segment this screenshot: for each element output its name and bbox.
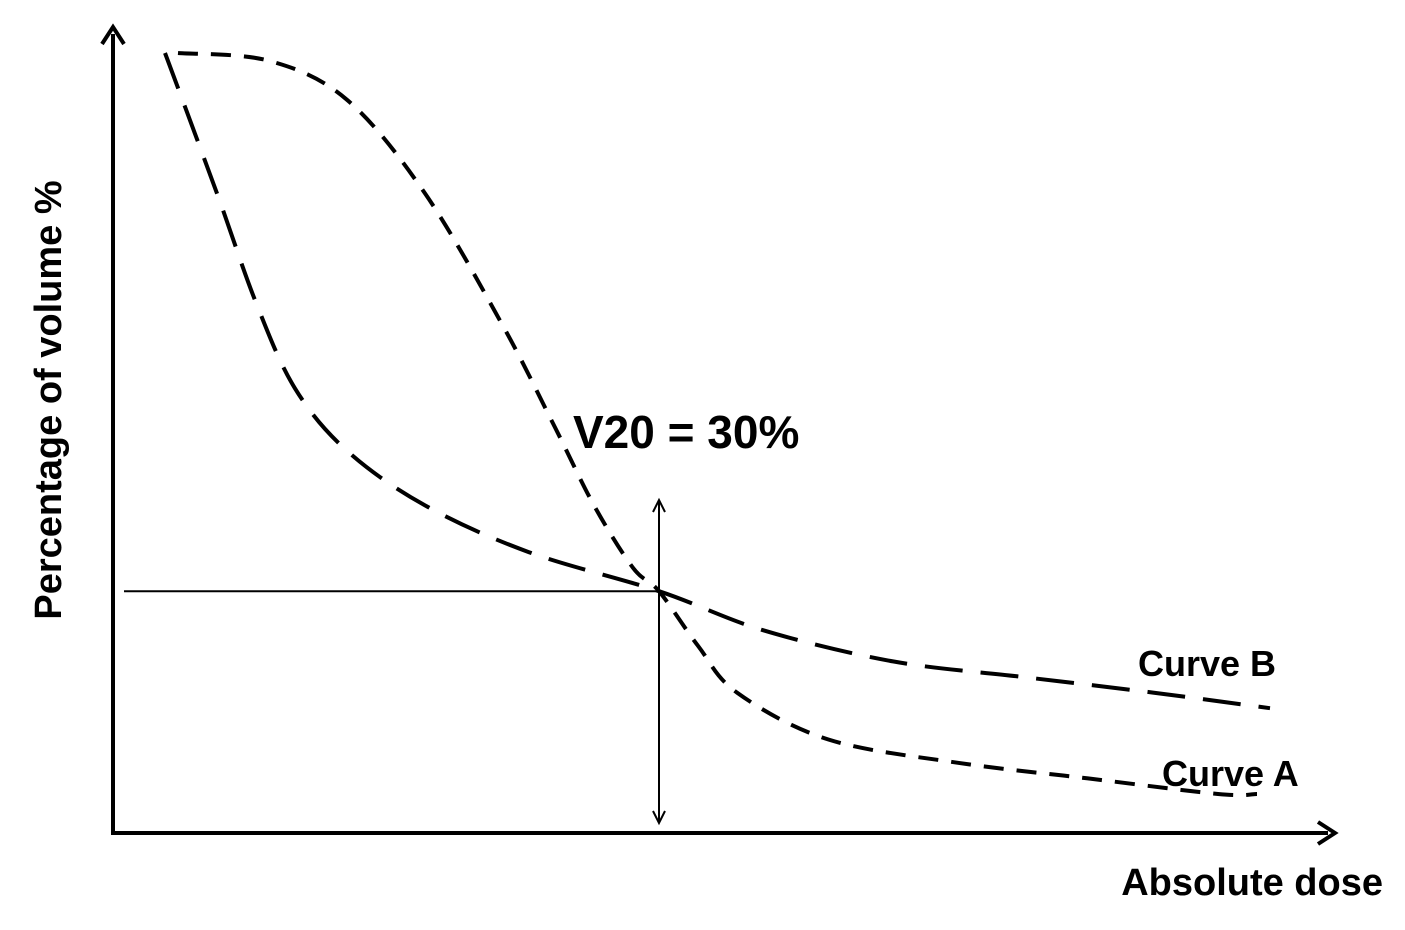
- y-axis-label: Percentage of volume %: [28, 180, 70, 619]
- y-axis-arrowhead: [100, 23, 126, 46]
- x-axis-label: Absolute dose: [1121, 862, 1383, 904]
- v20-marker: [124, 497, 666, 826]
- x-axis-arrowhead: [1316, 820, 1339, 846]
- series-curve-b-line: [163, 52, 1271, 711]
- series-layer: [163, 51, 1271, 798]
- axes: [100, 23, 1339, 846]
- curve-b-label: Curve B: [1138, 643, 1276, 684]
- curve-a-label: Curve A: [1162, 753, 1299, 794]
- vertical-arrowhead-bottom: [652, 810, 666, 826]
- v20-annotation: V20 = 30%: [573, 406, 799, 458]
- vertical-arrowhead-top: [652, 497, 666, 513]
- series-curve-a-line: [177, 51, 1258, 798]
